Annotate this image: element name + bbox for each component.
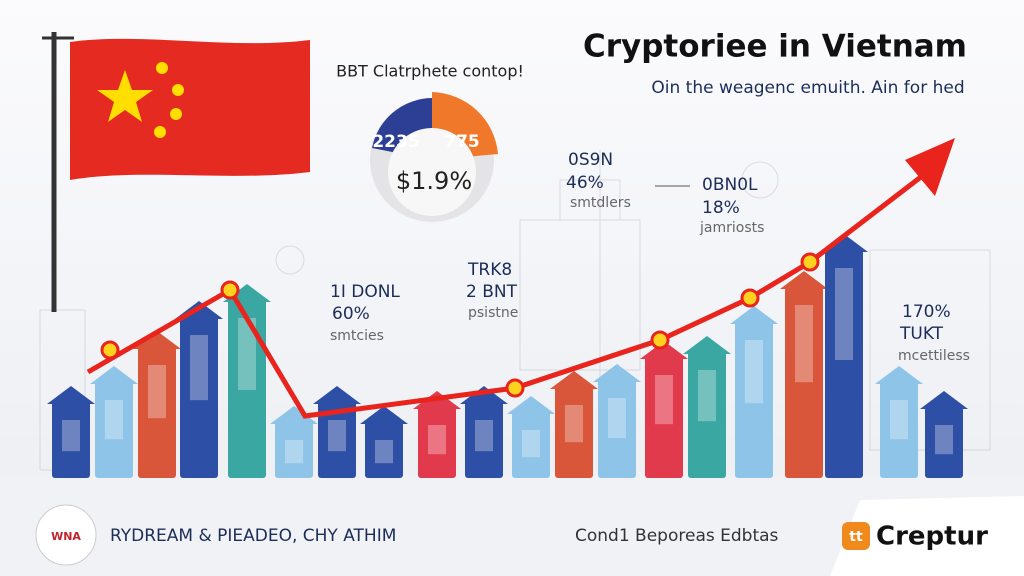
tower — [275, 420, 313, 478]
donut-left-label: 2235 — [372, 132, 419, 152]
tower — [555, 385, 593, 478]
tower — [418, 405, 456, 478]
donut-center-label: $1.9% — [396, 167, 472, 195]
tower-roof — [90, 366, 138, 384]
tower-roof — [780, 271, 828, 289]
callout-label: TRK8 — [467, 260, 512, 280]
tower — [95, 380, 133, 478]
tower-roof — [133, 331, 181, 349]
callout-value: 60% — [332, 304, 370, 324]
tower-window — [375, 440, 393, 464]
tower-window — [655, 375, 673, 425]
tower-window — [565, 405, 583, 443]
tower-roof — [507, 396, 555, 414]
callout-note: smtcies — [330, 328, 384, 344]
tower — [465, 400, 503, 478]
tower — [512, 410, 550, 478]
tower-window — [105, 400, 123, 440]
tower — [688, 350, 726, 478]
callout-label: 0BN0L — [702, 175, 758, 195]
flag — [70, 38, 310, 181]
donut-caption: BBT Clatrphete contop! — [336, 62, 524, 81]
tower-window — [190, 335, 208, 401]
tower-window — [475, 420, 493, 452]
tower-window — [608, 398, 626, 438]
tower-window — [62, 420, 80, 452]
tower-window — [522, 430, 540, 458]
arrow-head — [905, 138, 955, 196]
footer-middle: Cond1 Beporeas Edbtas — [575, 526, 779, 546]
logo-mark-text: tt — [849, 529, 863, 545]
tower-window — [428, 425, 446, 455]
tower — [785, 285, 823, 478]
logo-panel — [830, 496, 1024, 576]
tower — [138, 345, 176, 478]
tower — [228, 298, 266, 478]
callout-note: smtdlers — [570, 195, 631, 211]
tower-window — [328, 420, 346, 452]
tower-roof — [47, 386, 95, 404]
callout-note: jamriosts — [699, 220, 764, 236]
tower-window — [835, 268, 853, 360]
callout-value: 46% — [566, 173, 604, 193]
tower — [880, 380, 918, 478]
tower — [365, 420, 403, 478]
tower-roof — [550, 371, 598, 389]
donut-right-label: 775 — [444, 132, 480, 152]
footer-badge — [35, 504, 97, 566]
tower-row — [47, 234, 968, 478]
tower — [598, 378, 636, 478]
callout-label: 1I DONL — [330, 282, 400, 302]
footer-badge-text: WNA — [51, 530, 81, 543]
tower-roof — [270, 406, 318, 424]
tower-roof — [460, 386, 508, 404]
tower-window — [935, 425, 953, 455]
tower — [925, 405, 963, 478]
tower-roof — [360, 406, 408, 424]
title: Cryptoriee in Vietnam — [583, 29, 967, 65]
tower — [180, 315, 218, 478]
callout-label: 170% — [902, 302, 951, 322]
tower-window — [285, 440, 303, 464]
tower-roof — [313, 386, 361, 404]
tower-window — [698, 370, 716, 422]
flag-small-stars — [154, 62, 184, 138]
tower-roof — [593, 364, 641, 382]
tower — [52, 400, 90, 478]
callout-value: 2 BNT — [466, 282, 518, 302]
tower-window — [890, 400, 908, 440]
tower-window — [745, 340, 763, 404]
tower-window — [795, 305, 813, 383]
tower-roof — [730, 306, 778, 324]
growth-arrow — [86, 168, 932, 419]
tower — [318, 400, 356, 478]
tower-roof — [875, 366, 923, 384]
callout-note: mcettiless — [898, 348, 970, 364]
donut-hole — [388, 128, 476, 216]
callout-value: TUKT — [899, 324, 944, 344]
tower-roof — [683, 336, 731, 354]
callout-value: 18% — [702, 198, 740, 218]
faded-machinery — [39, 150, 991, 471]
subtitle: Oin the weagenc emuith. Ain for hed — [651, 78, 964, 98]
tower-roof — [920, 391, 968, 409]
callout-note: psistne — [468, 305, 518, 321]
tower-window — [238, 318, 256, 390]
footer-left: RYDREAM & PIEADEO, CHY ATHIM — [110, 526, 396, 546]
tower — [645, 355, 683, 478]
arrow-points — [100, 252, 820, 398]
tower — [825, 248, 863, 478]
tower-roof — [640, 341, 688, 359]
tower — [735, 320, 773, 478]
logo-mark — [842, 522, 870, 550]
tower-window — [148, 365, 166, 419]
flag-star — [97, 70, 153, 122]
brand: Creptur — [876, 522, 988, 552]
callout-label: 0S9N — [568, 150, 613, 170]
